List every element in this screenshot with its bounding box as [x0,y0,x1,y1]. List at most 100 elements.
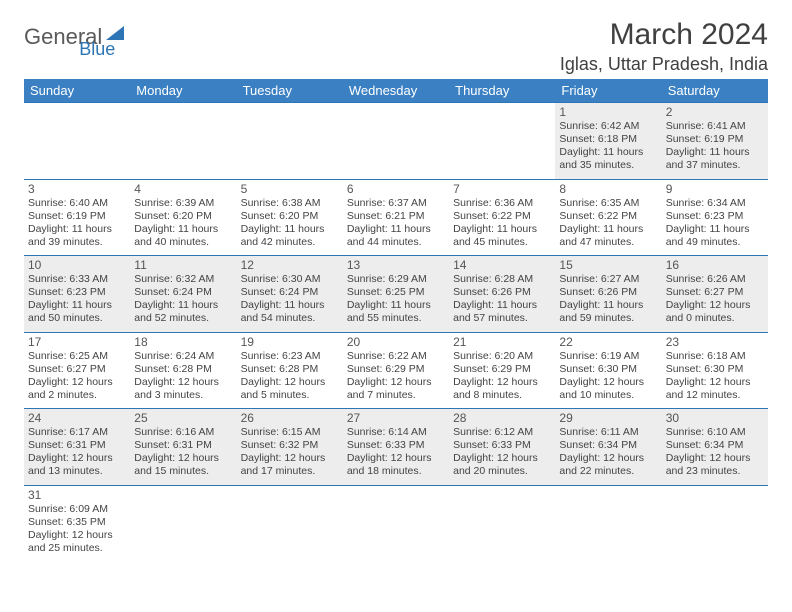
day-number: 16 [666,258,764,272]
daylight-text: Daylight: 11 hours and 50 minutes. [28,299,126,325]
daylight-text: Daylight: 11 hours and 37 minutes. [666,146,764,172]
sunrise-text: Sunrise: 6:10 AM [666,426,764,439]
sunset-text: Sunset: 6:29 PM [347,363,445,376]
week-row: 17Sunrise: 6:25 AMSunset: 6:27 PMDayligh… [24,332,768,409]
sunrise-text: Sunrise: 6:18 AM [666,350,764,363]
sunset-text: Sunset: 6:20 PM [134,210,232,223]
sunrise-text: Sunrise: 6:22 AM [347,350,445,363]
sunrise-text: Sunrise: 6:09 AM [28,503,126,516]
daylight-text: Daylight: 12 hours and 15 minutes. [134,452,232,478]
sunrise-text: Sunrise: 6:30 AM [241,273,339,286]
day-cell: 27Sunrise: 6:14 AMSunset: 6:33 PMDayligh… [343,409,449,486]
daylight-text: Daylight: 11 hours and 45 minutes. [453,223,551,249]
day-number: 18 [134,335,232,349]
daylight-text: Daylight: 12 hours and 10 minutes. [559,376,657,402]
daylight-text: Daylight: 11 hours and 35 minutes. [559,146,657,172]
day-cell: 29Sunrise: 6:11 AMSunset: 6:34 PMDayligh… [555,409,661,486]
day-cell [24,103,130,180]
day-number: 1 [559,105,657,119]
day-number: 2 [666,105,764,119]
sunrise-text: Sunrise: 6:38 AM [241,197,339,210]
sunset-text: Sunset: 6:24 PM [134,286,232,299]
day-number: 27 [347,411,445,425]
header: General Blue March 2024 Iglas, Uttar Pra… [24,18,768,75]
day-cell: 17Sunrise: 6:25 AMSunset: 6:27 PMDayligh… [24,332,130,409]
sunrise-text: Sunrise: 6:19 AM [559,350,657,363]
day-header: Wednesday [343,79,449,103]
day-number: 9 [666,182,764,196]
sunset-text: Sunset: 6:27 PM [28,363,126,376]
week-row: 10Sunrise: 6:33 AMSunset: 6:23 PMDayligh… [24,256,768,333]
day-cell: 18Sunrise: 6:24 AMSunset: 6:28 PMDayligh… [130,332,236,409]
sunrise-text: Sunrise: 6:27 AM [559,273,657,286]
day-cell: 9Sunrise: 6:34 AMSunset: 6:23 PMDaylight… [662,179,768,256]
day-cell: 24Sunrise: 6:17 AMSunset: 6:31 PMDayligh… [24,409,130,486]
sunrise-text: Sunrise: 6:26 AM [666,273,764,286]
daylight-text: Daylight: 11 hours and 44 minutes. [347,223,445,249]
day-cell: 23Sunrise: 6:18 AMSunset: 6:30 PMDayligh… [662,332,768,409]
daylight-text: Daylight: 11 hours and 54 minutes. [241,299,339,325]
day-number: 24 [28,411,126,425]
sunrise-text: Sunrise: 6:29 AM [347,273,445,286]
sunset-text: Sunset: 6:32 PM [241,439,339,452]
daylight-text: Daylight: 12 hours and 18 minutes. [347,452,445,478]
day-cell [237,103,343,180]
day-number: 8 [559,182,657,196]
day-cell: 28Sunrise: 6:12 AMSunset: 6:33 PMDayligh… [449,409,555,486]
sunset-text: Sunset: 6:25 PM [347,286,445,299]
daylight-text: Daylight: 12 hours and 22 minutes. [559,452,657,478]
day-cell: 14Sunrise: 6:28 AMSunset: 6:26 PMDayligh… [449,256,555,333]
daylight-text: Daylight: 12 hours and 7 minutes. [347,376,445,402]
day-cell [343,103,449,180]
sunset-text: Sunset: 6:27 PM [666,286,764,299]
sunrise-text: Sunrise: 6:28 AM [453,273,551,286]
day-cell: 19Sunrise: 6:23 AMSunset: 6:28 PMDayligh… [237,332,343,409]
sunset-text: Sunset: 6:20 PM [241,210,339,223]
day-cell: 3Sunrise: 6:40 AMSunset: 6:19 PMDaylight… [24,179,130,256]
calendar-table: SundayMondayTuesdayWednesdayThursdayFrid… [24,79,768,561]
daylight-text: Daylight: 12 hours and 25 minutes. [28,529,126,555]
day-number: 3 [28,182,126,196]
day-number: 28 [453,411,551,425]
daylight-text: Daylight: 11 hours and 59 minutes. [559,299,657,325]
daylight-text: Daylight: 11 hours and 52 minutes. [134,299,232,325]
day-number: 10 [28,258,126,272]
day-header: Saturday [662,79,768,103]
sunset-text: Sunset: 6:28 PM [134,363,232,376]
day-header: Sunday [24,79,130,103]
day-cell [237,485,343,561]
daylight-text: Daylight: 11 hours and 42 minutes. [241,223,339,249]
sunset-text: Sunset: 6:34 PM [559,439,657,452]
sunrise-text: Sunrise: 6:14 AM [347,426,445,439]
sunset-text: Sunset: 6:22 PM [559,210,657,223]
day-number: 6 [347,182,445,196]
day-cell [130,485,236,561]
day-cell: 20Sunrise: 6:22 AMSunset: 6:29 PMDayligh… [343,332,449,409]
day-number: 26 [241,411,339,425]
sunset-text: Sunset: 6:23 PM [28,286,126,299]
daylight-text: Daylight: 11 hours and 49 minutes. [666,223,764,249]
day-header: Thursday [449,79,555,103]
sunrise-text: Sunrise: 6:17 AM [28,426,126,439]
sunrise-text: Sunrise: 6:24 AM [134,350,232,363]
sunrise-text: Sunrise: 6:20 AM [453,350,551,363]
sunrise-text: Sunrise: 6:32 AM [134,273,232,286]
sunset-text: Sunset: 6:19 PM [28,210,126,223]
day-number: 21 [453,335,551,349]
day-number: 30 [666,411,764,425]
daylight-text: Daylight: 12 hours and 12 minutes. [666,376,764,402]
day-cell: 8Sunrise: 6:35 AMSunset: 6:22 PMDaylight… [555,179,661,256]
day-cell [449,485,555,561]
daylight-text: Daylight: 12 hours and 20 minutes. [453,452,551,478]
day-cell: 16Sunrise: 6:26 AMSunset: 6:27 PMDayligh… [662,256,768,333]
title-block: March 2024 Iglas, Uttar Pradesh, India [560,18,768,75]
sunrise-text: Sunrise: 6:23 AM [241,350,339,363]
day-number: 22 [559,335,657,349]
day-cell: 13Sunrise: 6:29 AMSunset: 6:25 PMDayligh… [343,256,449,333]
day-cell: 6Sunrise: 6:37 AMSunset: 6:21 PMDaylight… [343,179,449,256]
daylight-text: Daylight: 11 hours and 55 minutes. [347,299,445,325]
day-cell [662,485,768,561]
day-number: 25 [134,411,232,425]
daylight-text: Daylight: 12 hours and 0 minutes. [666,299,764,325]
sunrise-text: Sunrise: 6:42 AM [559,120,657,133]
